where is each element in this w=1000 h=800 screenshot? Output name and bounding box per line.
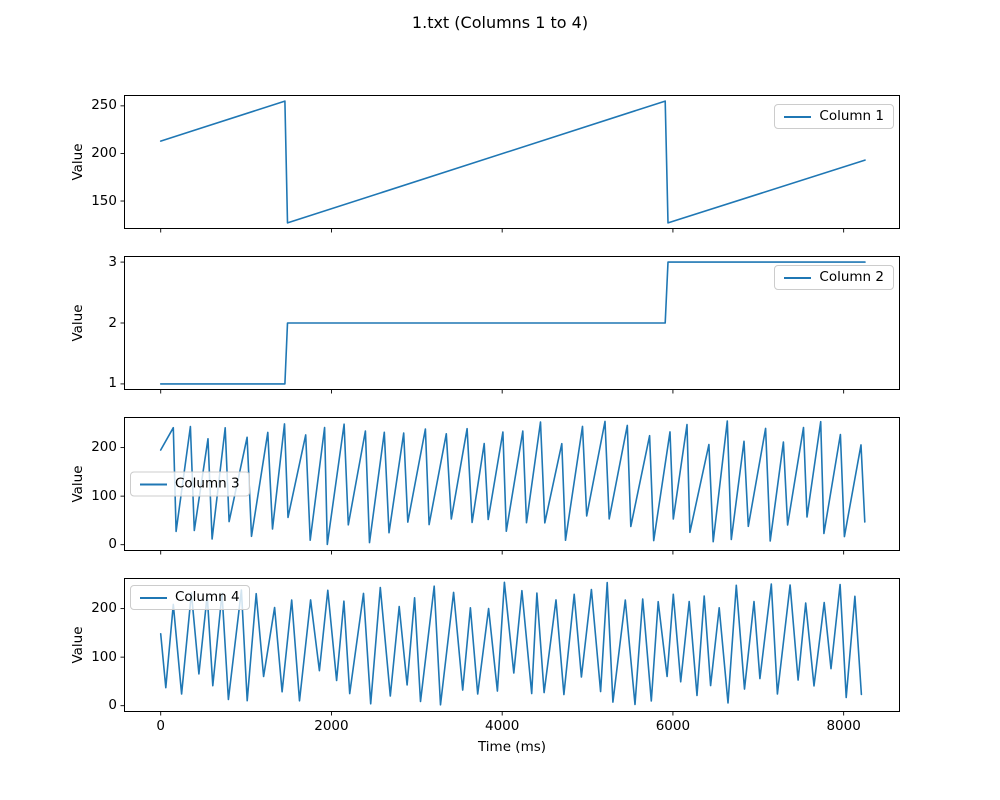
y-tick-label: 3: [108, 253, 117, 270]
axes-frame: [124, 256, 900, 390]
y-tick-label: 0: [108, 536, 117, 553]
y-tick-label: 2: [108, 314, 117, 331]
y-tick-label: 200: [91, 144, 117, 161]
x-tick-label: 4000: [484, 718, 520, 734]
legend-column-3: Column 3: [130, 471, 250, 497]
legend-column-1: Column 1: [774, 104, 894, 129]
plot-area-3: [120, 417, 900, 555]
legend-line-sample-icon: [784, 276, 812, 279]
y-tick-label: 150: [91, 192, 117, 209]
legend-line-sample-icon: [784, 115, 812, 118]
y-axis-label: Value: [70, 465, 86, 503]
subplot-column-3: Value Column 3 0 100 200: [70, 417, 900, 555]
y-axis-label: Value: [70, 626, 86, 664]
legend-column-4: Column 4: [130, 585, 250, 610]
subplot-column-4: Value Column 4 0 100 200 0 2000 4000 6000 8000: [70, 578, 900, 734]
plot-area-2: [120, 256, 900, 394]
y-tick-label: 100: [91, 648, 117, 665]
legend-label: Column 1: [819, 108, 884, 124]
y-axis-label: Value: [70, 304, 86, 342]
series-line-2: [159, 261, 866, 385]
y-tick-label: 200: [91, 600, 117, 617]
legend-line-sample-icon: [140, 596, 167, 599]
y-tick-label: 100: [91, 487, 117, 504]
series-line-4: [159, 581, 863, 706]
axes-frame: [124, 417, 900, 551]
x-tick-label: 0: [156, 718, 165, 734]
y-tick-label: 250: [91, 97, 117, 114]
figure-title: 1.txt (Columns 1 to 4): [411, 13, 589, 32]
axes-frame: [124, 578, 900, 712]
subplot-column-2: Value Column 2 1 2 3: [70, 255, 900, 394]
y-tick-label: 0: [108, 697, 117, 714]
x-tick-label: 8000: [826, 718, 861, 734]
y-tick-label: 200: [91, 439, 117, 456]
series-line-3: [159, 420, 866, 546]
subplot-column-1: Value Column 1 150 200 250: [70, 95, 900, 233]
x-tick-label: 2000: [314, 718, 349, 734]
legend-label: Column 3: [175, 475, 240, 492]
legend-column-2: Column 2: [774, 265, 894, 290]
plot-area-1: [120, 95, 900, 233]
legend-label: Column 4: [175, 589, 240, 605]
x-axis-label: Time (ms): [477, 739, 547, 755]
y-tick-label: 1: [108, 375, 117, 392]
plot-area-4: [120, 578, 900, 716]
axes-frame: [124, 95, 900, 229]
y-axis-label: Value: [70, 143, 86, 181]
legend-line-sample-icon: [140, 483, 167, 485]
series-line-1: [159, 100, 866, 224]
legend-label: Column 2: [819, 269, 884, 285]
x-tick-label: 6000: [655, 718, 691, 734]
